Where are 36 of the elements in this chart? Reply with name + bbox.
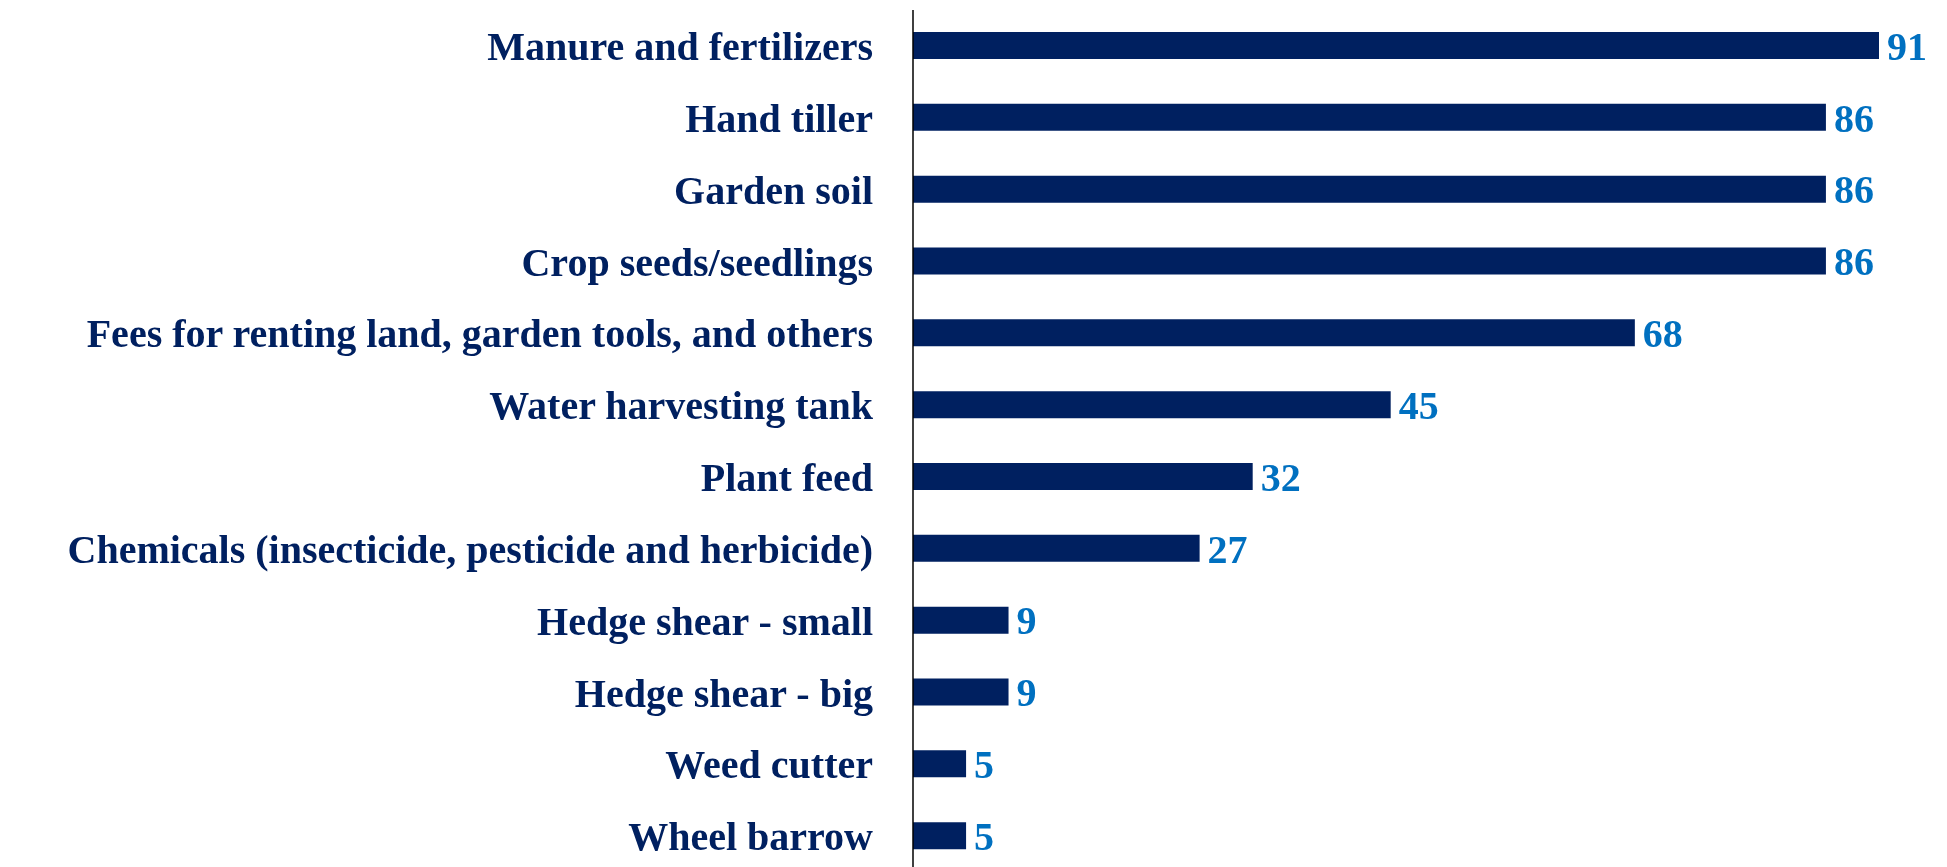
y-tick-label: Plant feed [700, 455, 873, 501]
bar [913, 606, 1009, 634]
bar [913, 391, 1391, 419]
y-tick-label: Water harvesting tank [489, 383, 874, 429]
bar [913, 678, 1009, 706]
data-label: 86 [1833, 95, 1874, 141]
y-tick-label: Crop seeds/seedlings [521, 239, 873, 285]
y-tick-label: Hedge shear - big [574, 670, 873, 716]
bar [913, 247, 1826, 275]
y-tick-label: Garden soil [674, 167, 873, 213]
bar [913, 750, 967, 778]
bar [913, 822, 967, 850]
data-label: 9 [1016, 670, 1037, 716]
bar [913, 463, 1253, 490]
data-label: 27 [1207, 526, 1248, 572]
data-label: 91 [1887, 23, 1927, 69]
data-label: 9 [1016, 598, 1037, 644]
data-label: 86 [1833, 239, 1874, 285]
y-tick-label: Manure and fertilizers [487, 24, 873, 70]
y-tick-label: Chemicals (insecticide, pesticide and herbicide) [67, 526, 873, 572]
y-tick-label: Weed cutter [665, 742, 873, 788]
bar [913, 32, 1879, 59]
y-tick-label: Hedge shear - small [537, 598, 873, 644]
bar [913, 534, 1200, 562]
y-tick-label: Fees for renting land, garden tools, and others [86, 311, 873, 357]
y-tick-label: Hand tiller [685, 95, 873, 141]
bar [913, 103, 1826, 131]
y-tick-label: Wheel barrow [628, 814, 874, 860]
data-label: 86 [1833, 167, 1874, 213]
data-label: 5 [974, 742, 995, 788]
bar [913, 319, 1635, 347]
data-label: 5 [974, 813, 995, 859]
data-label: 45 [1398, 382, 1439, 428]
data-label: 32 [1260, 454, 1301, 500]
bar [913, 175, 1826, 203]
data-label: 68 [1642, 311, 1683, 357]
